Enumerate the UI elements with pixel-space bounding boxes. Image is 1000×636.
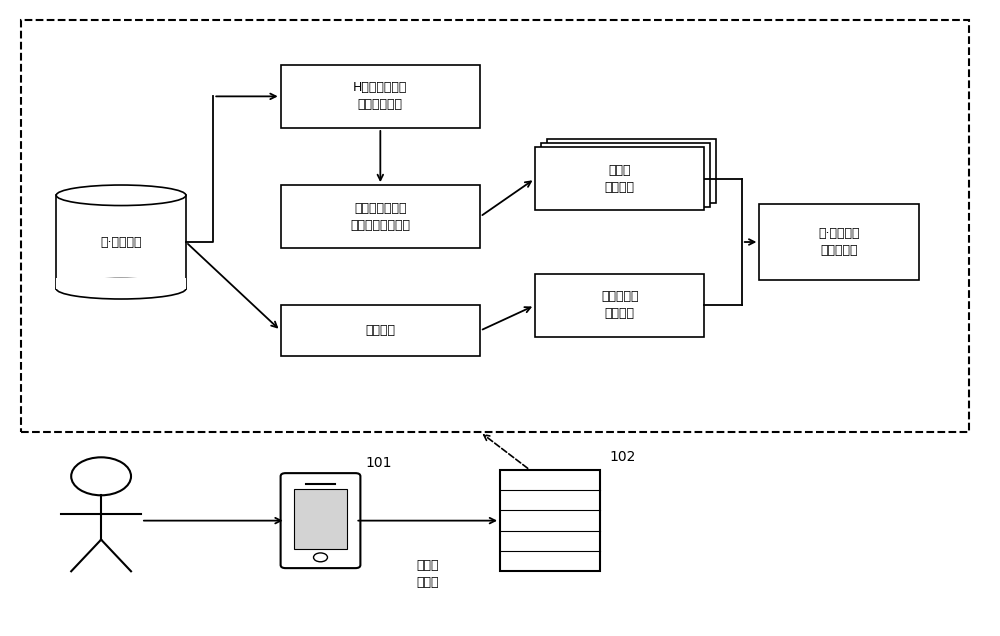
FancyBboxPatch shape bbox=[535, 273, 704, 337]
FancyBboxPatch shape bbox=[281, 305, 480, 356]
FancyBboxPatch shape bbox=[500, 470, 600, 571]
Ellipse shape bbox=[56, 279, 186, 299]
Text: 对多个历史交互
样本进行语义聚类: 对多个历史交互 样本进行语义聚类 bbox=[350, 202, 410, 232]
Text: H标对象的多个
历史交互样本: H标对象的多个 历史交互样本 bbox=[353, 81, 408, 111]
FancyBboxPatch shape bbox=[547, 139, 716, 203]
Text: 第·标签体系: 第·标签体系 bbox=[100, 235, 142, 249]
Text: 第一标签: 第一标签 bbox=[365, 324, 395, 337]
Bar bbox=[56, 195, 186, 289]
Text: 第·标签体系
的评价指标: 第·标签体系 的评价指标 bbox=[818, 227, 860, 257]
Text: 101: 101 bbox=[365, 456, 392, 470]
Ellipse shape bbox=[56, 185, 186, 205]
FancyBboxPatch shape bbox=[535, 147, 704, 211]
Text: 第一预测簇
聚类结果: 第一预测簇 聚类结果 bbox=[601, 291, 638, 321]
Bar bbox=[294, 489, 347, 549]
Text: 102: 102 bbox=[610, 450, 636, 464]
FancyBboxPatch shape bbox=[281, 65, 480, 128]
FancyBboxPatch shape bbox=[541, 143, 710, 207]
FancyBboxPatch shape bbox=[281, 473, 360, 568]
FancyBboxPatch shape bbox=[759, 204, 919, 280]
FancyBboxPatch shape bbox=[281, 185, 480, 248]
Text: 历史交
互样本: 历史交 互样本 bbox=[416, 558, 439, 589]
Text: 标注簇
聚类结果: 标注簇 聚类结果 bbox=[605, 163, 635, 194]
Bar bbox=[56, 279, 186, 289]
